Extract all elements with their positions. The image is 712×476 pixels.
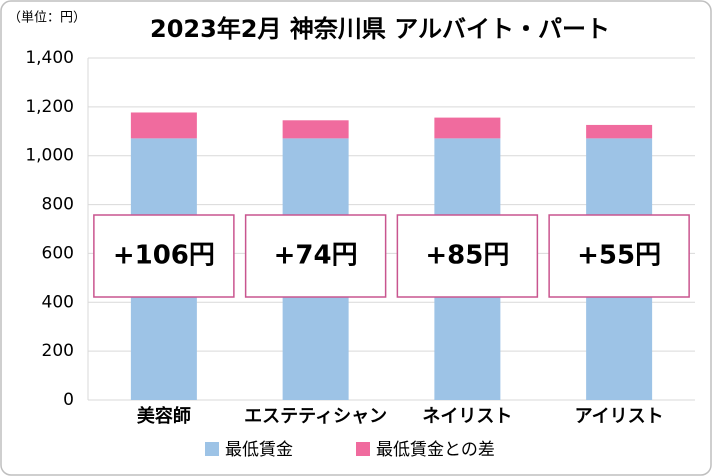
bar-segment: [130, 112, 197, 139]
y-tick-label: 1,000: [25, 146, 74, 166]
y-tick-label: 1,200: [25, 97, 74, 117]
x-tick-label: エステティシャン: [244, 406, 387, 427]
legend-swatch: [356, 442, 370, 456]
y-tick-label: 0: [63, 390, 74, 410]
data-label: +106円: [113, 241, 215, 271]
data-label: +55円: [577, 241, 661, 271]
label-box: [396, 214, 539, 298]
bar-segment: [282, 120, 349, 139]
y-tick-label: 400: [42, 292, 74, 312]
x-tick-label: 美容師: [137, 405, 191, 427]
unit-label: （単位：円）: [8, 10, 86, 26]
label-box: [548, 214, 690, 298]
chart-title: 2023年2月 神奈川県 アルバイト・パート: [150, 15, 610, 43]
legend-swatch: [205, 442, 219, 456]
label-box: [244, 214, 387, 298]
label-box: [93, 214, 235, 298]
bar-segment: [434, 117, 501, 139]
data-label: +85円: [425, 241, 509, 271]
y-tick-label: 200: [42, 341, 74, 361]
x-tick-label: アイリスト: [575, 406, 664, 427]
y-tick-label: 800: [42, 195, 74, 215]
legend-label: 最低賃金との差: [376, 440, 495, 460]
data-label: +74円: [274, 241, 358, 271]
x-tick-label: ネイリスト: [422, 406, 512, 427]
bar-segment: [586, 124, 653, 139]
legend-label: 最低賃金: [225, 440, 293, 460]
y-tick-label: 1,400: [25, 48, 74, 68]
y-tick-label: 600: [42, 243, 74, 263]
